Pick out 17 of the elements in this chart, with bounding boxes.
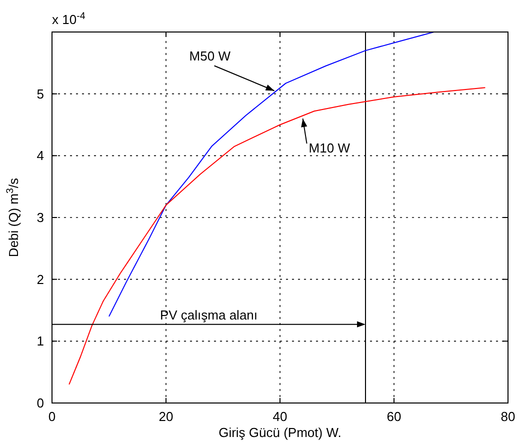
x-tick-label: 60 <box>386 409 402 424</box>
text: x 10$^{-4}$ <box>52 10 86 27</box>
x-tick-label: 20 <box>158 409 174 424</box>
annotation: M50 W <box>189 48 232 64</box>
y-tick-label: 2 <box>36 272 44 287</box>
y-tick-label: 0 <box>36 396 44 410</box>
y-tick-label: 3 <box>36 210 44 225</box>
x-axis-title: Giriş Gücü (Pmot) W. <box>218 425 342 440</box>
y-tick-label: 1 <box>36 334 44 349</box>
y-tick-label: 4 <box>36 148 44 164</box>
annotation: PV çalışma alanı <box>160 307 258 322</box>
annotation: M10 W <box>308 140 351 156</box>
x-tick-label: 80 <box>500 409 516 424</box>
y-tick-label: 5 <box>36 86 44 102</box>
x-tick-label: 40 <box>272 409 288 424</box>
line-series <box>68 87 486 385</box>
x-tick-label: 0 <box>48 409 56 424</box>
